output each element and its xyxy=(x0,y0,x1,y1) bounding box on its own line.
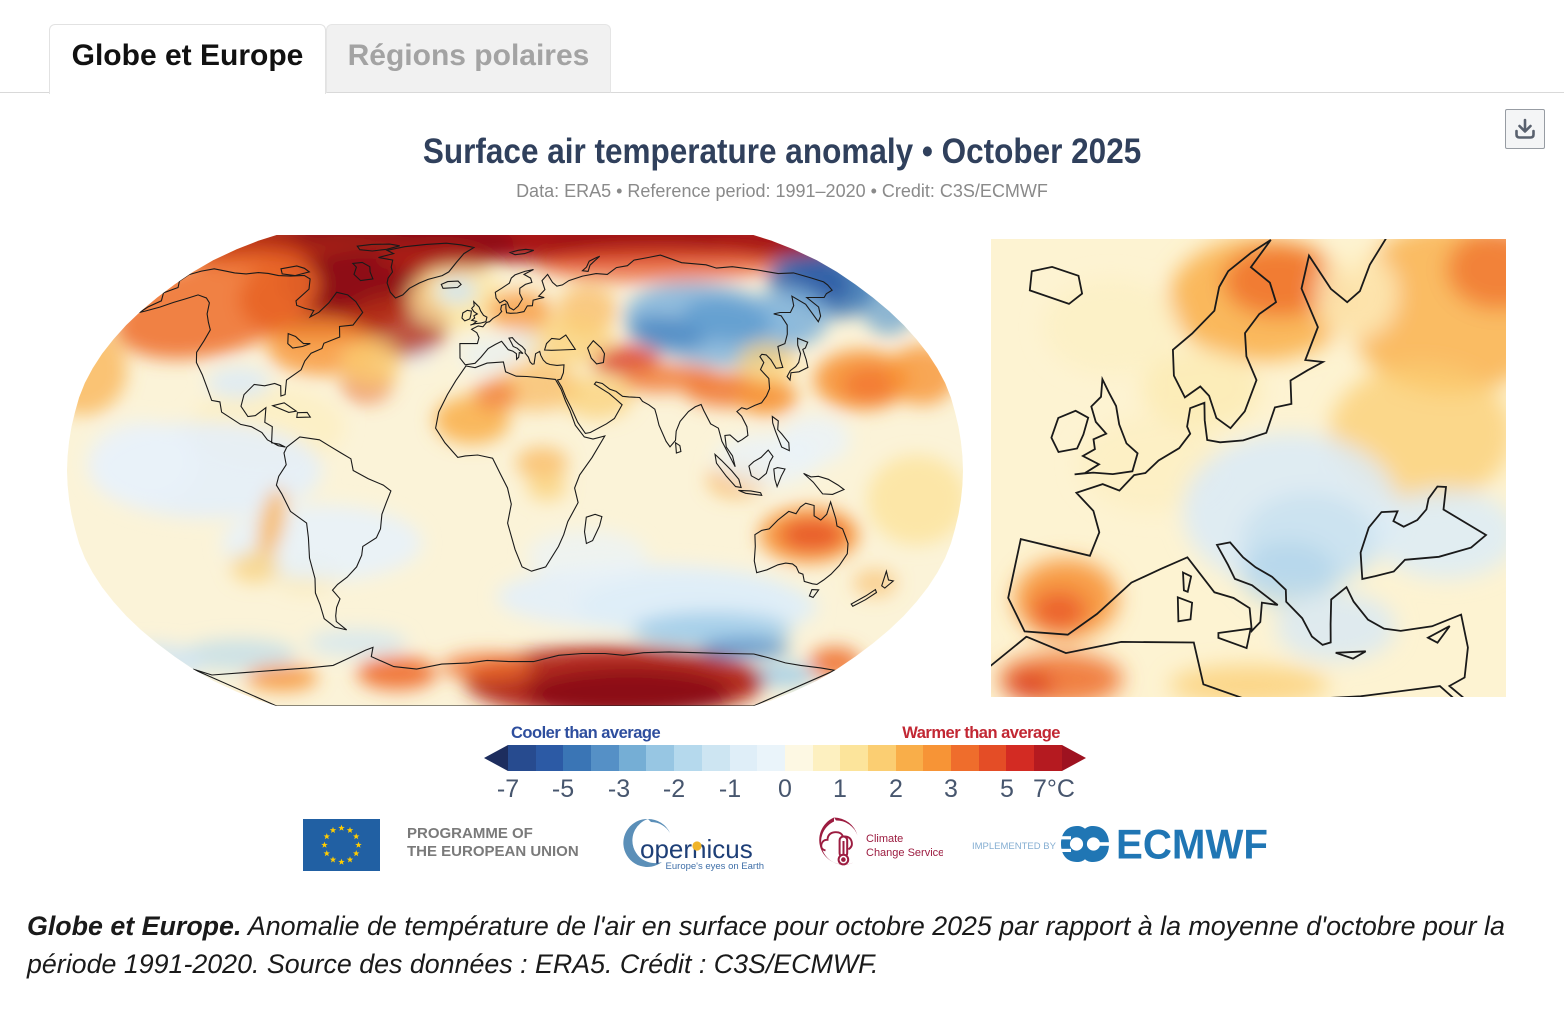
svg-text:Change Service: Change Service xyxy=(866,847,943,859)
svg-text:ECMWF: ECMWF xyxy=(1116,822,1268,866)
svg-text:Europe's eyes on Earth: Europe's eyes on Earth xyxy=(666,861,764,872)
svg-text:Climate: Climate xyxy=(866,833,903,845)
